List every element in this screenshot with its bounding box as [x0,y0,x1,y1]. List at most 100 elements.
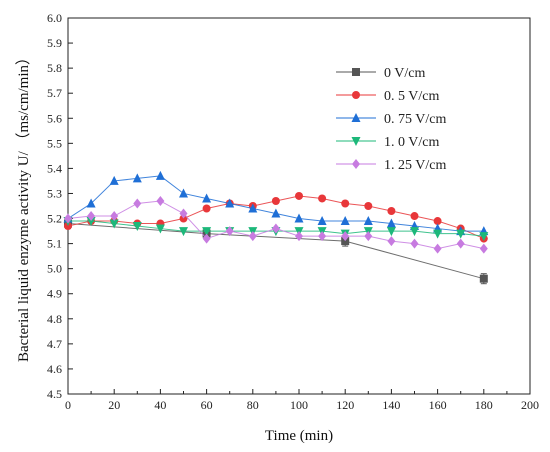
data-point [133,198,142,209]
data-point [155,224,165,234]
data-point [410,212,419,221]
y-tick-label: 5.3 [47,186,62,200]
data-point [271,208,281,218]
legend-label: 1. 25 V/cm [384,158,446,173]
data-point [271,223,280,234]
y-tick-label: 5.1 [47,237,62,251]
data-point [110,211,119,222]
x-tick-label: 0 [65,398,71,412]
legend: 0 V/cm 0. 5 V/cm 0. 75 V/cm 1. 0 V/cm 1. 25 … [336,66,446,173]
data-point [317,216,327,226]
data-point [456,238,465,249]
y-axis-title: Bacterial liquid enzyme activity U/ （ms/… [15,50,32,362]
y-tick-label: 4.8 [47,312,62,326]
data-point [318,194,327,203]
legend-item: 1. 25 V/cm [336,158,446,173]
data-point [225,226,234,237]
data-point [87,211,96,222]
legend-label: 0. 5 V/cm [384,89,439,104]
x-tick-label: 140 [382,398,400,412]
data-point [479,274,488,283]
data-point [318,231,327,242]
series-layer [63,170,489,285]
y-tick-label: 5.4 [47,161,62,175]
legend-label: 1. 0 V/cm [384,135,439,150]
data-point [64,213,72,224]
x-axis-title: Time (min) [265,428,333,444]
x-tick-label: 20 [108,398,120,412]
x-tick-label: 160 [429,398,447,412]
data-point [352,159,360,169]
y-tick-label: 5.2 [47,212,62,226]
data-point [248,203,258,213]
y-tick-label: 4.7 [47,337,62,351]
data-point [364,231,373,242]
data-point [341,199,350,208]
data-point [479,232,489,242]
x-tick-label: 60 [201,398,213,412]
x-tick-label: 120 [336,398,354,412]
data-point [340,216,350,226]
x-tick-label: 100 [290,398,308,412]
legend-item: 0. 75 V/cm [336,112,446,127]
data-point [294,213,304,223]
data-point [86,217,96,227]
data-point [386,218,396,228]
axes: 0 20 40 60 80 100 120 140 160 180 200 4.5 4.6 4.7 4.8 4… [47,11,539,412]
y-tick-label: 4.9 [47,287,62,301]
data-point [387,236,396,247]
data-point [155,170,165,180]
data-point [202,193,212,203]
y-tick-label: 5.7 [47,86,62,100]
data-point [202,233,211,244]
data-point [352,68,360,76]
legend-item: 1. 0 V/cm [336,135,439,150]
data-point [387,207,396,216]
y-tick-label: 5.0 [47,262,62,276]
data-point [433,217,442,226]
data-point [179,227,188,237]
data-point [202,204,211,213]
data-point [179,188,188,198]
y-tick-label: 4.6 [47,362,62,376]
data-point [132,222,142,232]
x-tick-label: 180 [475,398,493,412]
data-point [410,227,419,237]
data-point [433,229,443,239]
data-point [132,173,142,183]
data-point [295,231,303,242]
data-point [352,91,360,99]
legend-label: 0. 75 V/cm [384,112,446,127]
data-point [86,198,96,208]
y-tick-label: 5.8 [47,61,62,75]
data-point [410,238,419,249]
series-5 [64,195,488,254]
data-point [64,222,72,231]
data-point [341,237,350,246]
data-point [225,198,235,208]
data-point [364,202,373,210]
data-point [109,219,119,229]
y-tick-label: 5.9 [47,36,62,50]
data-point [479,243,488,254]
legend-item: 0. 5 V/cm [336,89,439,104]
data-point [109,175,119,185]
data-point [433,243,442,254]
data-point [386,227,396,237]
y-tick-label: 6.0 [47,11,62,25]
x-tick-label: 200 [521,398,539,412]
data-point [363,216,373,226]
y-tick-label: 4.5 [47,387,62,401]
x-tick-label: 40 [154,398,166,412]
data-point [271,196,280,205]
data-point [202,227,212,237]
data-point [456,229,466,239]
data-point [156,195,165,206]
y-tick-label: 5.5 [47,136,62,150]
data-point [179,208,188,219]
data-point [295,191,303,200]
legend-item: 0 V/cm [336,66,425,81]
y-tick-label: 5.6 [47,111,62,125]
data-point [351,137,361,146]
legend-label: 0 V/cm [384,66,425,81]
